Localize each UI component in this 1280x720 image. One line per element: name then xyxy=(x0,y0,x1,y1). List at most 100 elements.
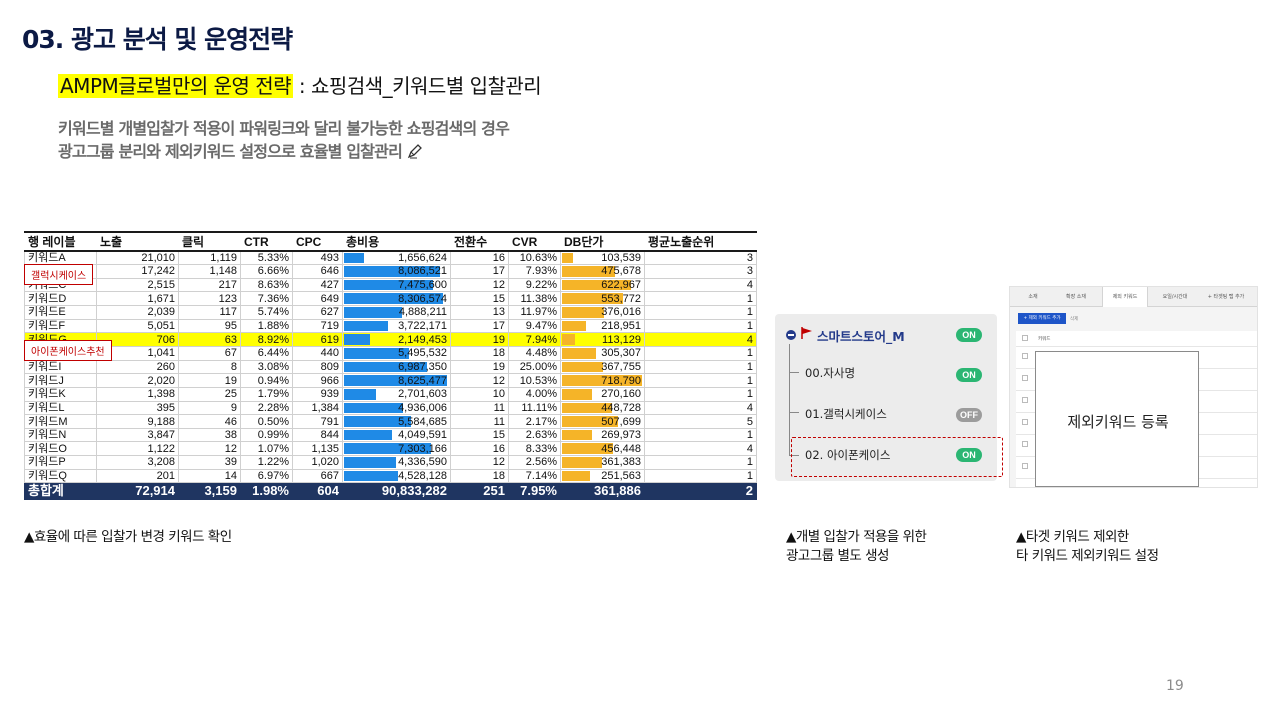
description-line-1: 키워드별 개별입찰가 적용이 파워링크와 달리 불가능한 쇼핑검색의 경우 xyxy=(58,119,510,138)
cell-value: 1 xyxy=(644,427,757,443)
tree-item-00[interactable]: 00.자사명 xyxy=(805,366,856,380)
db-cost-cell: 305,307 xyxy=(560,345,645,361)
cost-bar xyxy=(344,279,434,291)
column-header: 노출 xyxy=(96,231,179,252)
row-label: 키워드I xyxy=(24,359,97,375)
cell-value: 21,010 xyxy=(96,250,179,266)
row-label: 키워드L xyxy=(24,400,97,416)
tab-extension[interactable]: 확장 소재 xyxy=(1066,294,1086,300)
cost-bar xyxy=(344,375,447,386)
db-cost-bar xyxy=(562,443,613,455)
cell-value: 4 xyxy=(644,332,757,347)
cost-cell: 4,336,590 xyxy=(342,455,451,470)
cost-bar xyxy=(344,416,411,427)
cell-value: 9.22% xyxy=(508,277,561,293)
cell-value: 2,515 xyxy=(96,277,179,293)
tab-add-targeting[interactable]: + 타겟팅 탭 추가 xyxy=(1207,294,1245,300)
tab-bar: 소재 확장 소재 제외 키워드 요일/시간대 + 타겟팅 탭 추가 xyxy=(1010,287,1257,307)
tree-item-00-toggle[interactable]: ON xyxy=(956,368,982,382)
cell-value: 0.50% xyxy=(240,414,293,429)
table-row-divider xyxy=(1016,346,1257,347)
cell-value: 1,384 xyxy=(292,400,343,416)
column-header: 총비용 xyxy=(342,231,451,252)
checkbox[interactable] xyxy=(1022,463,1028,469)
cost-cell: 7,475,600 xyxy=(342,277,451,293)
pencil-icon xyxy=(407,144,422,159)
total-value: 361,886 xyxy=(560,482,645,501)
cost-cell: 8,625,477 xyxy=(342,373,451,388)
db-cost-bar xyxy=(562,429,592,441)
checkbox[interactable] xyxy=(1022,375,1028,381)
cell-value: 5.33% xyxy=(240,250,293,266)
checkbox[interactable] xyxy=(1022,335,1028,341)
tab-creative[interactable]: 소재 xyxy=(1028,294,1038,300)
checkbox[interactable] xyxy=(1022,397,1028,403)
cell-value: 218,951 xyxy=(601,320,641,333)
total-value: 1.98% xyxy=(240,482,293,501)
tree-root-toggle[interactable]: ON xyxy=(956,328,982,342)
cell-value: 17,242 xyxy=(96,264,179,279)
cell-value: 367,755 xyxy=(601,360,641,373)
cell-value: 649 xyxy=(292,291,343,307)
table-header-row: 행 레이블 노출 클릭 CTR CPC 총비용 전환수 CVR DB단가 평균노출순위 xyxy=(24,231,757,252)
table-row: 키워드M 9,188 46 0.50% 791 5,584,685 11 2.17% 507,6… xyxy=(24,414,757,429)
cell-value: 1,671 xyxy=(96,291,179,307)
cell-value: 1,656,624 xyxy=(398,252,447,265)
tree-line xyxy=(789,344,790,456)
cell-value: 8.92% xyxy=(240,332,293,347)
cell-value: 10 xyxy=(450,386,509,402)
tab-schedule[interactable]: 요일/시간대 xyxy=(1162,294,1188,300)
cost-cell: 2,149,453 xyxy=(342,332,451,347)
cell-value: 1,119 xyxy=(178,250,241,266)
add-exclude-keyword-button[interactable]: + 제외 키워드 추가 xyxy=(1018,313,1066,324)
cell-value: 3,722,171 xyxy=(398,320,447,333)
tab-exclude-keyword[interactable]: 제외 키워드 xyxy=(1102,287,1148,307)
overlay-label: 제외키워드 등록 xyxy=(1067,413,1169,431)
cost-cell: 8,306,574 xyxy=(342,291,451,307)
row-label: 키워드D xyxy=(24,291,97,307)
cell-value: 251,563 xyxy=(601,470,641,483)
row-label: 키워드J xyxy=(24,373,97,388)
tree-item-02[interactable]: 02. 아이폰케이스 xyxy=(805,448,891,462)
cost-bar xyxy=(344,334,370,345)
cell-value: 269,973 xyxy=(601,429,641,442)
table-row: 키워드G706638.92%6192,149,453197.94%113,129… xyxy=(24,332,757,347)
total-value: 604 xyxy=(292,482,343,501)
tree-root-label[interactable]: 스마트스토어_M xyxy=(817,329,905,344)
cell-value: 2.17% xyxy=(508,414,561,429)
tree-item-01-toggle[interactable]: OFF xyxy=(956,408,982,422)
cell-value: 1.07% xyxy=(240,441,293,457)
checkbox[interactable] xyxy=(1022,353,1028,359)
section-subtitle: AMPM글로벌만의 운영 전략 : 쇼핑검색_키워드별 입찰관리 xyxy=(58,70,542,99)
cell-value: 67 xyxy=(178,345,241,361)
table-row: 키워드A 21,010 1,119 5.33% 493 1,656,624 16 10.63%… xyxy=(24,250,757,266)
db-cost-bar xyxy=(562,334,575,345)
cost-bar xyxy=(344,402,403,414)
tree-item-02-toggle[interactable]: ON xyxy=(956,448,982,462)
checkbox[interactable] xyxy=(1022,419,1028,425)
tag-iphone-case: 아이폰케이스추천 xyxy=(24,340,112,361)
cost-cell: 3,722,171 xyxy=(342,318,451,334)
db-cost-cell: 113,129 xyxy=(560,332,645,347)
delete-link[interactable]: 삭제 xyxy=(1070,317,1079,322)
cost-bar xyxy=(344,293,443,305)
cell-value: 5,051 xyxy=(96,318,179,334)
cell-value: 12 xyxy=(450,455,509,470)
cell-value: 14 xyxy=(178,468,241,484)
db-cost-cell: 361,383 xyxy=(560,455,645,470)
collapse-icon[interactable] xyxy=(786,330,796,340)
table-row: 키워드J 2,020 19 0.94% 966 8,625,477 12 10.53% 718,… xyxy=(24,373,757,388)
page-title: 03. 광고 분석 및 운영전략 xyxy=(22,25,293,54)
cell-value: 9,188 xyxy=(96,414,179,429)
checkbox[interactable] xyxy=(1022,441,1028,447)
db-cost-bar xyxy=(562,279,632,291)
cell-value: 7,475,600 xyxy=(398,279,447,292)
total-value: 72,914 xyxy=(96,482,179,501)
cell-value: 4,049,591 xyxy=(398,429,447,442)
tree-item-01[interactable]: 01.갤럭시케이스 xyxy=(805,407,887,421)
tag-galaxy-case: 갤럭시케이스 xyxy=(24,264,94,285)
cell-value: 2.28% xyxy=(240,400,293,416)
column-header: CPC xyxy=(292,231,343,252)
db-cost-cell: 103,539 xyxy=(560,250,645,266)
cell-value: 16 xyxy=(450,441,509,457)
